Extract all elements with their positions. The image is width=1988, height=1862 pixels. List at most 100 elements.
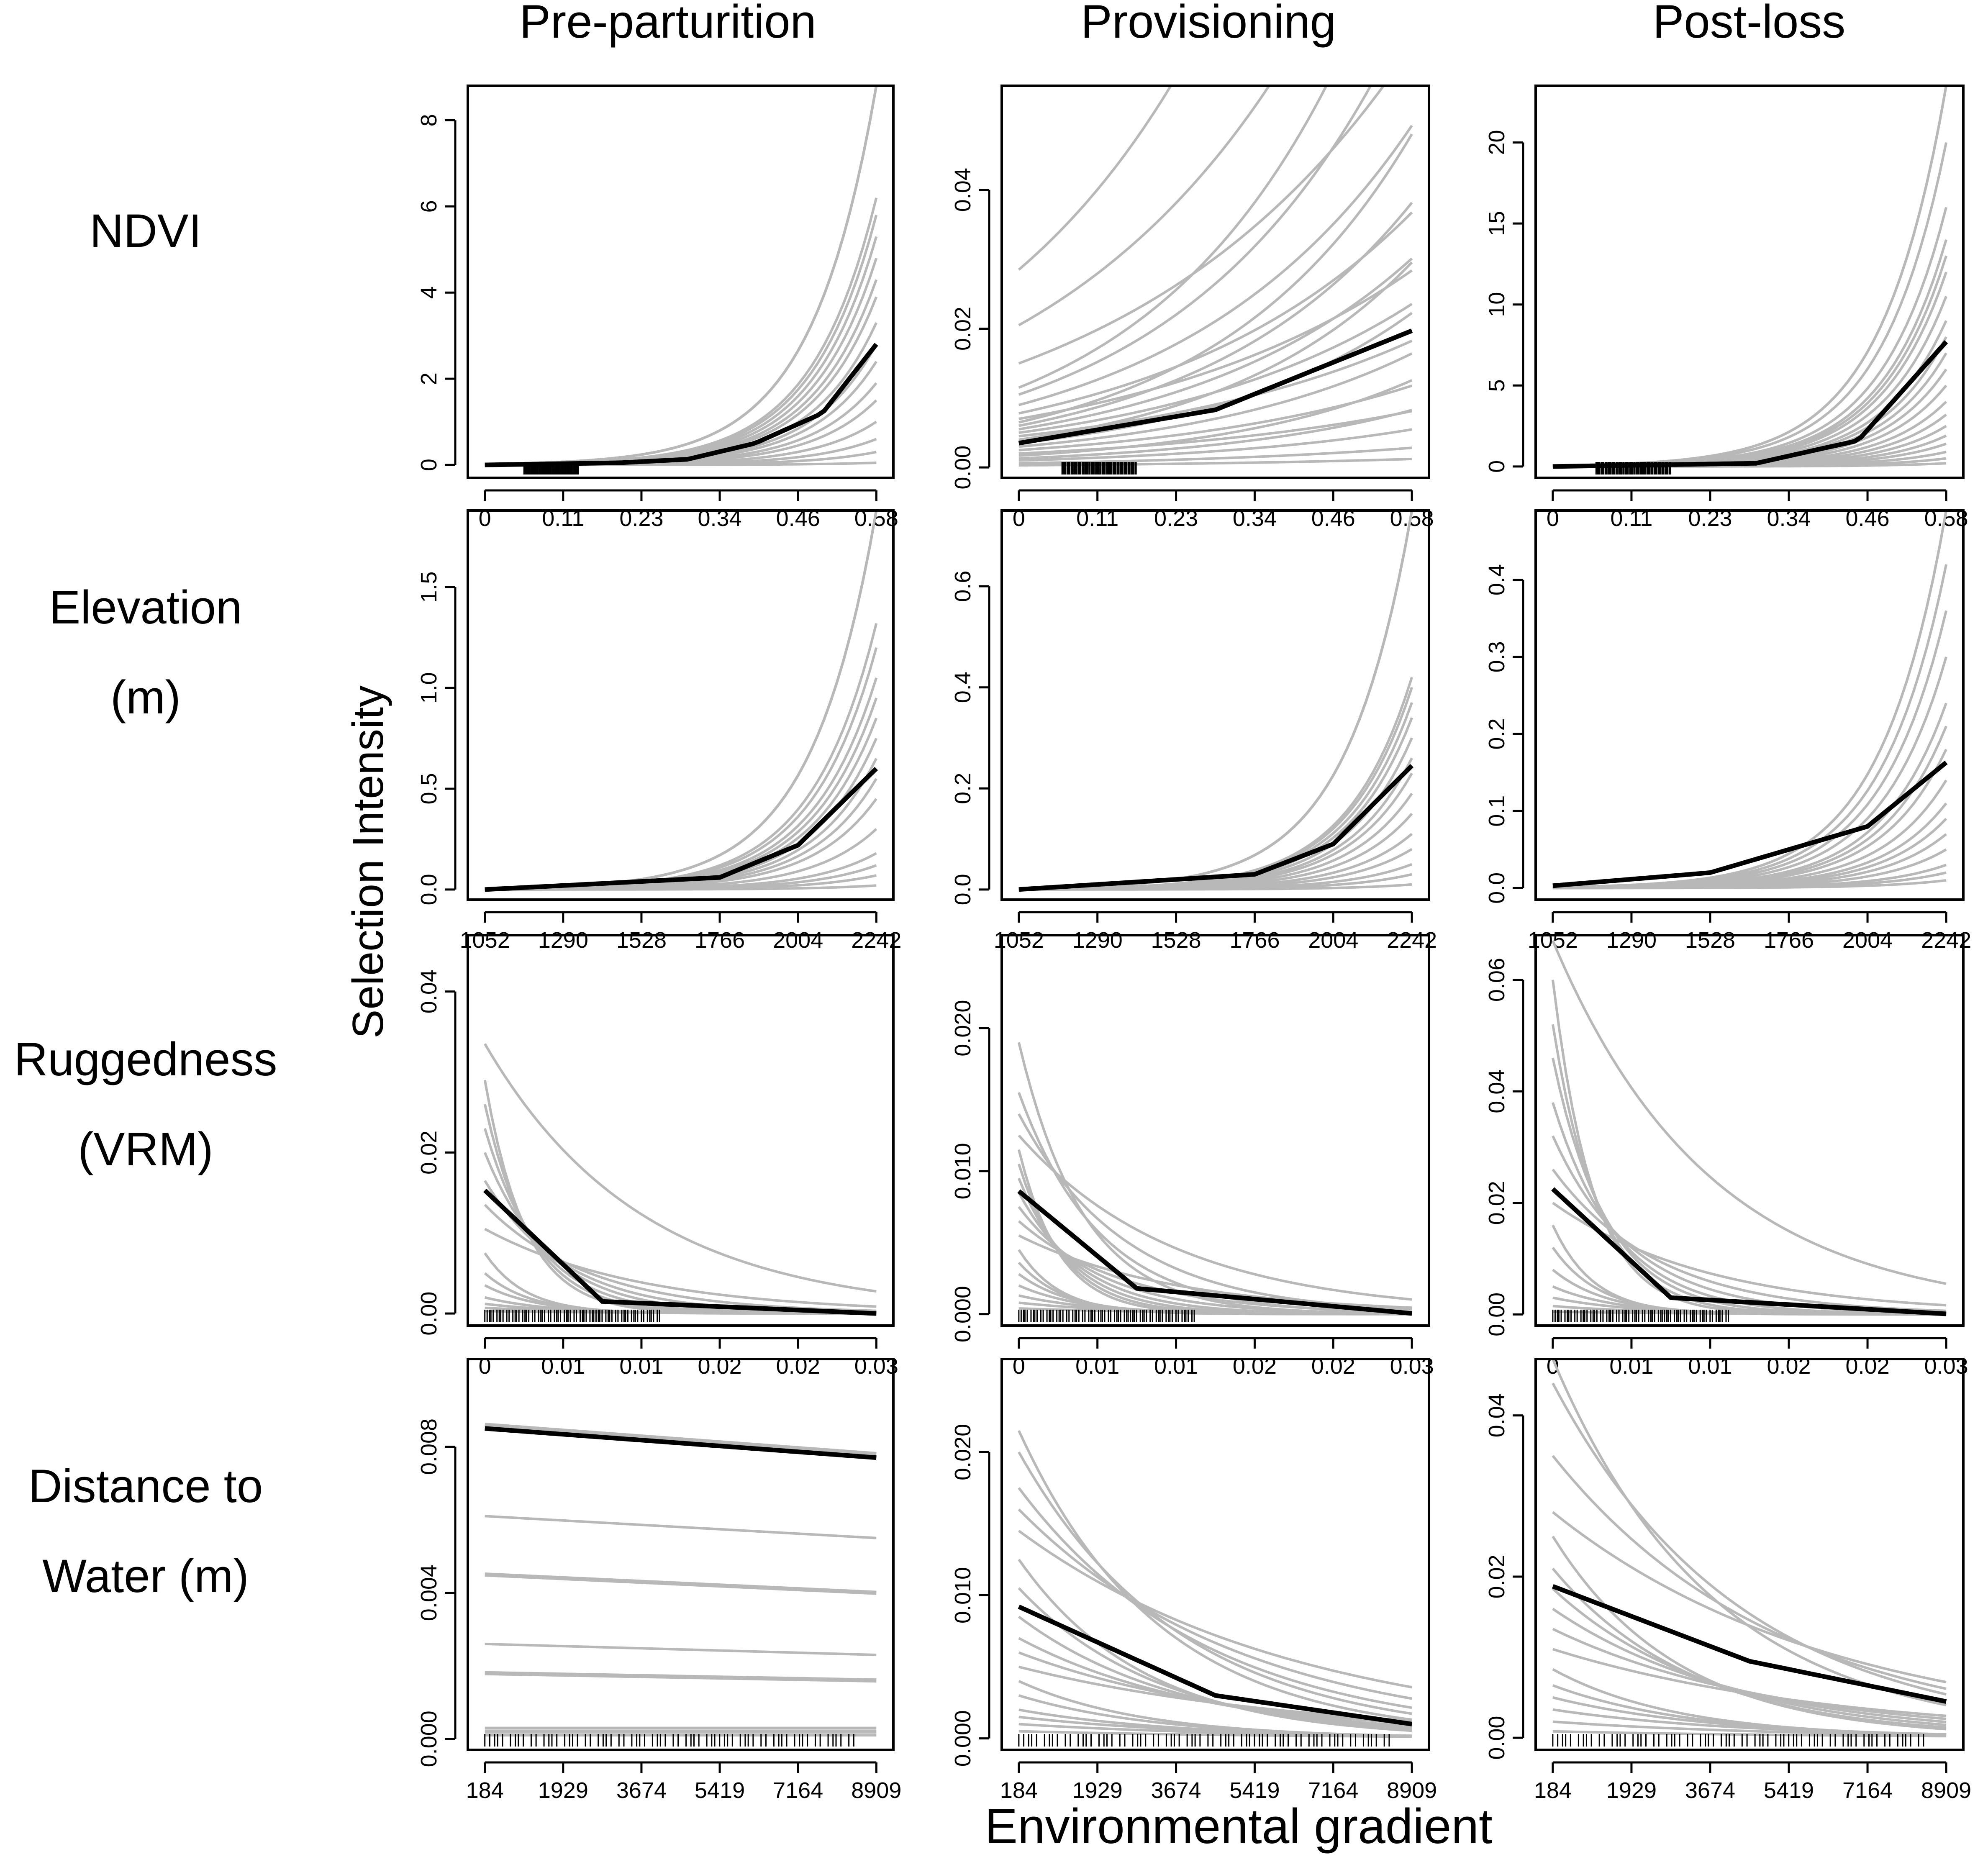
y-tick-label: 0.6 bbox=[950, 571, 975, 602]
individual-curve bbox=[1018, 1113, 1412, 1311]
y-tick-label: 15 bbox=[1484, 211, 1509, 236]
individual-curve bbox=[1018, 312, 1413, 445]
population-curve bbox=[1018, 1604, 1412, 1726]
panel-frame bbox=[1534, 934, 1965, 1327]
x-tick-label: 0.01 bbox=[1688, 1354, 1732, 1379]
individual-curve bbox=[1552, 1536, 1947, 1731]
individual-curve bbox=[1552, 142, 1948, 467]
individual-curve bbox=[1018, 510, 1413, 890]
y-tick-label: 0.3 bbox=[1484, 641, 1509, 672]
individual-curve bbox=[485, 778, 877, 891]
x-tick-label: 8909 bbox=[1921, 1778, 1971, 1803]
rug bbox=[1552, 1734, 1924, 1747]
y-tick-label: 0.020 bbox=[950, 1424, 975, 1480]
individual-curve bbox=[1017, 1042, 1412, 1315]
individual-curve bbox=[1018, 1430, 1412, 1721]
individual-curve bbox=[485, 738, 878, 890]
x-tick-label: 7164 bbox=[1842, 1778, 1893, 1803]
panel-frame bbox=[467, 1358, 895, 1751]
individual-curve bbox=[1018, 510, 1413, 890]
row-title-water-line1: Distance to bbox=[28, 1460, 263, 1512]
x-tick-label: 0.01 bbox=[1075, 1354, 1119, 1379]
individual-curve bbox=[1552, 239, 1947, 467]
population-curve bbox=[1552, 1584, 1947, 1704]
individual-curve bbox=[1018, 1487, 1412, 1709]
y-tick-label: 0.00 bbox=[950, 446, 975, 490]
y-tick-label: 0.2 bbox=[1484, 718, 1509, 750]
rug bbox=[484, 1734, 854, 1747]
y-tick-label: 0.02 bbox=[1484, 1554, 1509, 1598]
panel-frame bbox=[467, 934, 895, 1327]
y-tick-label: 0.020 bbox=[950, 1000, 975, 1057]
y-tick-label: 0.04 bbox=[1484, 1393, 1509, 1437]
individual-curve bbox=[485, 215, 878, 466]
x-tick-label: 184 bbox=[466, 1778, 504, 1803]
x-tick-label: 1528 bbox=[1151, 928, 1201, 953]
rug bbox=[523, 462, 579, 474]
plot-area bbox=[1552, 510, 1948, 890]
y-tick-label: 6 bbox=[416, 200, 441, 213]
individual-curve bbox=[483, 1080, 877, 1315]
x-tick-label: 184 bbox=[1000, 1778, 1038, 1803]
individual-curve bbox=[1018, 125, 1413, 406]
x-tick-label: 1766 bbox=[1764, 928, 1814, 953]
y-tick-label: 0 bbox=[416, 459, 441, 471]
individual-curve bbox=[1018, 352, 1413, 448]
individual-curve bbox=[1552, 368, 1947, 468]
x-tick-label: 0.03 bbox=[1924, 1354, 1968, 1379]
y-tick-label: 0.02 bbox=[950, 307, 975, 351]
y-tick-label: 0.008 bbox=[416, 1418, 441, 1475]
row-title-ruggedness-line2: (VRM) bbox=[78, 1123, 213, 1175]
y-tick-label: 2 bbox=[416, 372, 441, 385]
population-curve bbox=[483, 1188, 877, 1316]
y-tick-label: 0.04 bbox=[1484, 1069, 1509, 1113]
y-tick-label: 0.04 bbox=[416, 969, 441, 1013]
x-tick-label: 1929 bbox=[538, 1778, 588, 1803]
panel-frame bbox=[1534, 1358, 1965, 1751]
individual-curve bbox=[1018, 269, 1413, 420]
individual-curve bbox=[1552, 1730, 1947, 1738]
panel-ndvi-prov: 0 0.11 0.23 0.34 0.46 0.580.000.020.04 bbox=[950, 85, 1434, 531]
x-tick-label: 2004 bbox=[1842, 928, 1893, 953]
panel-frame bbox=[1000, 509, 1430, 901]
y-tick-label: 10 bbox=[1484, 292, 1509, 317]
individual-curve bbox=[485, 510, 878, 890]
individual-curve bbox=[1552, 1168, 1947, 1312]
column-title-post-loss: Post-loss bbox=[1653, 0, 1846, 48]
individual-curve bbox=[1018, 1134, 1412, 1301]
individual-curve bbox=[1018, 1680, 1412, 1737]
individual-curve bbox=[1551, 980, 1947, 1316]
y-tick-label: 4 bbox=[416, 286, 441, 299]
y-tick-label: 0.000 bbox=[416, 1711, 441, 1767]
individual-curve bbox=[484, 1228, 877, 1308]
individual-curve bbox=[485, 510, 878, 890]
x-tick-label: 5419 bbox=[1764, 1778, 1814, 1803]
x-tick-label: 1528 bbox=[1685, 928, 1735, 953]
plot-area bbox=[483, 1043, 877, 1316]
individual-curve bbox=[1018, 1559, 1412, 1732]
x-tick-label: 2004 bbox=[773, 928, 823, 953]
individual-curve bbox=[1552, 1455, 1947, 1690]
panel-frame bbox=[1000, 1358, 1430, 1751]
panel-water-post: 184 1929 3674 5419 7164 8909 0.00 0.02 0.04 bbox=[1484, 1358, 1971, 1803]
individual-curve bbox=[1018, 1508, 1412, 1700]
individual-curve bbox=[485, 510, 878, 890]
individual-curve bbox=[484, 1043, 877, 1293]
individual-curve bbox=[485, 510, 878, 890]
y-tick-label: 0.0 bbox=[950, 874, 975, 905]
x-tick-label: 0.02 bbox=[1311, 1354, 1355, 1379]
individual-curve bbox=[1018, 510, 1413, 890]
y-tick-label: 0.04 bbox=[950, 168, 975, 212]
row-title-water-line2: Water (m) bbox=[42, 1550, 249, 1602]
y-axis-label: Selection Intensity bbox=[344, 685, 392, 1039]
individual-curve bbox=[485, 236, 878, 466]
x-tick-label: 1766 bbox=[695, 928, 745, 953]
y-tick-label: 0.5 bbox=[416, 773, 441, 804]
individual-curve bbox=[1018, 1587, 1412, 1731]
plot-area bbox=[1017, 1042, 1412, 1316]
population-curve bbox=[1551, 1187, 1947, 1316]
y-tick-label: 0.4 bbox=[950, 672, 975, 703]
